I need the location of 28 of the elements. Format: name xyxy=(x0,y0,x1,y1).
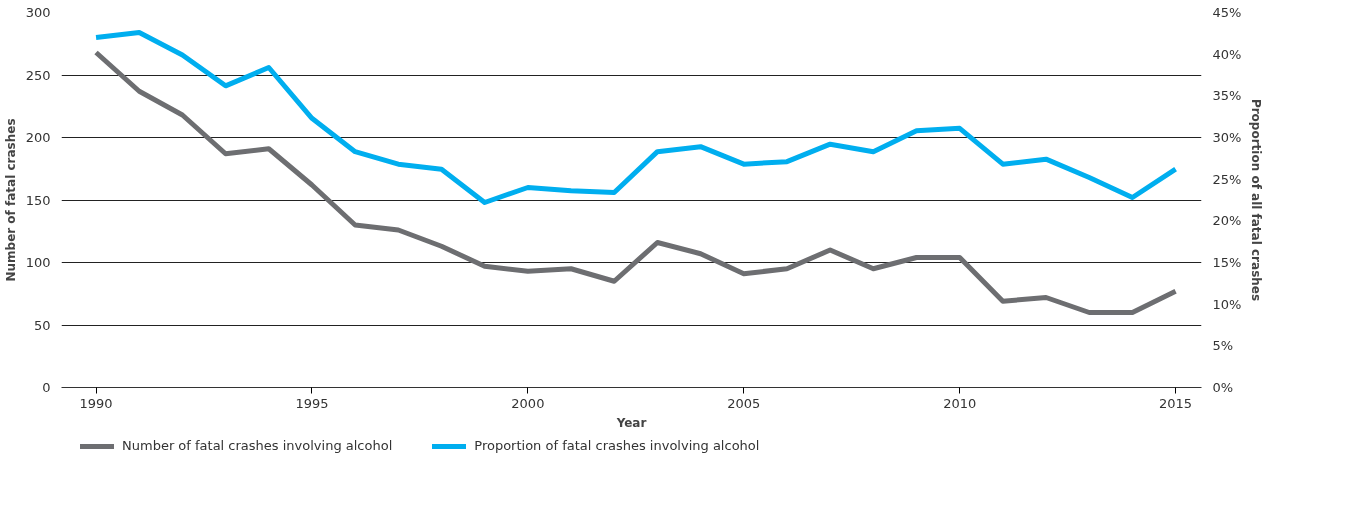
y-tick-label: 50 xyxy=(33,317,51,333)
x-tick-label: 1995 xyxy=(295,395,329,411)
y2-tick-label: 5% xyxy=(1212,338,1234,354)
y-tick-label: 250 xyxy=(25,67,51,83)
y2-tick-label: 0% xyxy=(1212,380,1234,395)
y-tick-label: 100 xyxy=(25,255,51,270)
y2-tick-label: 20% xyxy=(1212,213,1242,229)
y-tick-label: 200 xyxy=(25,130,51,145)
y2-tick-label: 40% xyxy=(1212,46,1242,62)
x-tick-label: 2010 xyxy=(943,395,977,411)
legend-label: Number of fatal crashes involving alcohol xyxy=(122,437,393,456)
x-tick-label: 2000 xyxy=(511,395,545,411)
y-tick-label: 150 xyxy=(25,192,51,208)
x-tick-label: 2005 xyxy=(727,395,761,411)
x-tick-label: 2015 xyxy=(1159,395,1193,411)
y2-tick-label: 45% xyxy=(1212,5,1242,20)
y2-axis-title: Proportion of all fatal crashes xyxy=(1249,98,1264,302)
y-tick-label: 300 xyxy=(25,5,51,20)
x-axis-title: Year xyxy=(615,415,647,430)
x-tick-label: 1990 xyxy=(79,395,113,411)
y2-tick-label: 15% xyxy=(1212,255,1242,270)
y-tick-label: 0 xyxy=(42,380,51,395)
y-axis-title: Number of fatal crashes xyxy=(3,118,18,282)
y2-tick-label: 10% xyxy=(1212,296,1242,312)
y2-tick-label: 30% xyxy=(1212,130,1242,145)
y2-tick-label: 25% xyxy=(1212,171,1242,187)
y2-tick-label: 35% xyxy=(1212,88,1242,104)
legend-label: Proportion of fatal crashes involving alcohol xyxy=(474,437,760,456)
